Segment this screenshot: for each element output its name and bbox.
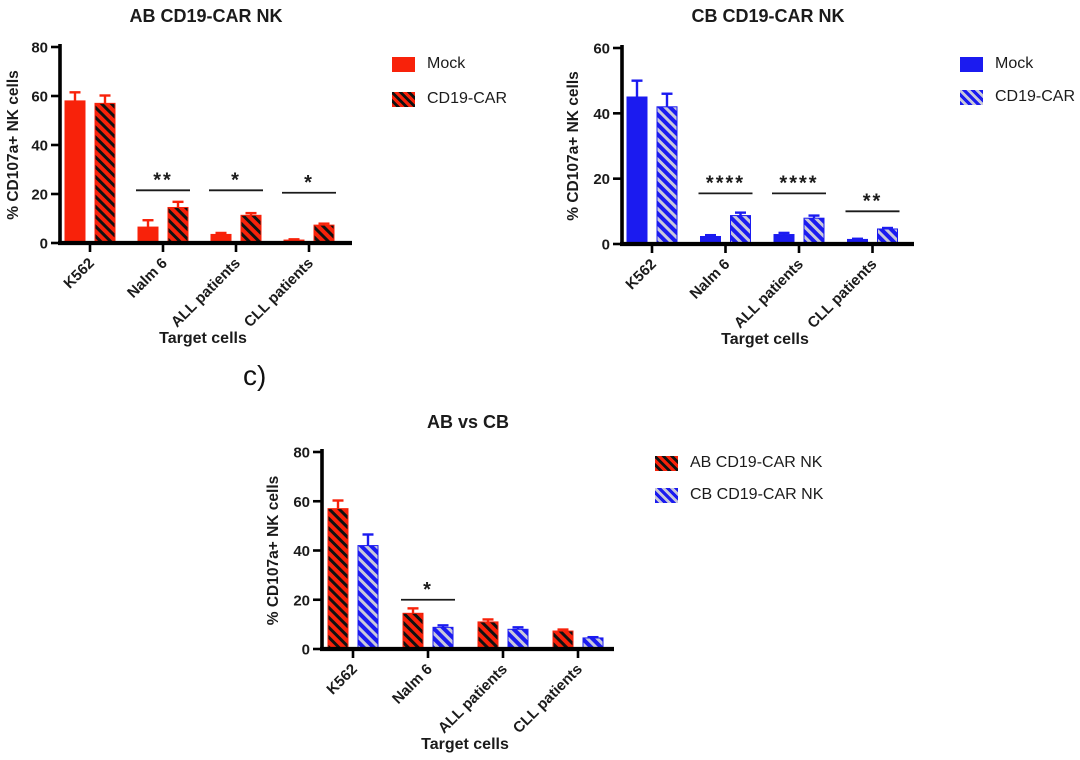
legend-item: CB CD19-CAR NK — [655, 486, 823, 504]
bar — [477, 621, 499, 651]
bar — [64, 100, 86, 245]
legend-label: CD19-CAR — [427, 90, 508, 107]
panel-label-c: c) — [243, 360, 267, 391]
bar — [94, 102, 116, 245]
y-tick-label: 0 — [40, 236, 48, 253]
bar — [167, 206, 189, 245]
sig-label: ** — [863, 190, 883, 212]
category-label: CLL patients — [510, 661, 586, 737]
sig-label: * — [304, 172, 314, 194]
chart-ab-legend: Mock CD19-CAR — [392, 55, 507, 125]
y-tick-label: 20 — [593, 171, 610, 188]
y-tick-label: 0 — [302, 642, 310, 659]
bar — [626, 96, 648, 246]
legend-swatch-hatched — [655, 487, 678, 503]
category-label: Nalm 6 — [687, 256, 734, 303]
y-tick-label: 40 — [593, 106, 610, 123]
bar — [730, 215, 751, 246]
category-label: Nalm 6 — [389, 661, 436, 708]
legend-item: CD19-CAR — [960, 88, 1075, 106]
chart-ab-vs-cb-title: AB vs CB — [426, 412, 510, 432]
category-label: CLL patients — [804, 256, 880, 332]
legend-swatch-solid — [392, 56, 415, 72]
bar — [656, 106, 678, 246]
category-label: CLL patients — [241, 255, 317, 331]
legend-label: CD19-CAR — [995, 88, 1076, 105]
y-tick-label: 60 — [293, 494, 310, 511]
legend-label: Mock — [995, 55, 1034, 72]
sig-label: **** — [779, 172, 818, 194]
y-tick-label: 20 — [293, 592, 310, 609]
sig-label: ** — [153, 169, 173, 191]
legend-label: AB CD19-CAR NK — [690, 454, 823, 471]
chart-ab-title: AB CD19-CAR NK — [129, 6, 283, 26]
legend-label: Mock — [427, 55, 466, 72]
bar — [432, 626, 454, 651]
sig-label: **** — [706, 172, 745, 194]
x-axis-title: Target cells — [159, 330, 247, 347]
y-tick-label: 40 — [293, 543, 310, 560]
chart-ab-block: AB CD19-CAR NK ** * * 0 20 40 60 80 K562 Nalm 6 AL… — [0, 0, 560, 375]
legend-swatch-hatched — [960, 89, 983, 105]
y-axis-title: % CD107a+ NK cells — [265, 476, 282, 625]
category-label: K562 — [622, 256, 659, 293]
bar — [327, 508, 349, 651]
bar — [240, 214, 262, 245]
y-tick-label: 0 — [602, 237, 610, 254]
category-label: K562 — [323, 661, 360, 698]
chart-ab-vs-cb-block: AB vs CB * 0 20 40 60 80 K562 Nalm 6 ALL patient… — [260, 408, 1060, 760]
chart-cb-legend: Mock CD19-CAR — [960, 55, 1075, 121]
x-axis-title: Target cells — [421, 736, 509, 753]
chart-cb-block: CB CD19-CAR NK **** **** ** 0 20 40 60 K562 Nalm… — [560, 0, 1080, 375]
legend-swatch-hatched — [655, 455, 678, 471]
category-label: Nalm 6 — [124, 255, 171, 302]
bar — [357, 545, 379, 651]
legend-item: CD19-CAR — [392, 90, 507, 108]
y-tick-label: 80 — [31, 40, 48, 57]
legend-item: Mock — [960, 55, 1075, 73]
category-label: K562 — [60, 255, 97, 292]
x-axis-title: Target cells — [721, 331, 809, 348]
legend-swatch-hatched — [392, 91, 415, 107]
bar — [507, 628, 529, 651]
sig-label: * — [423, 579, 433, 601]
sig-label: * — [231, 169, 241, 191]
y-tick-label: 60 — [593, 41, 610, 58]
chart-ab-vs-cb-legend: AB CD19-CAR NK CB CD19-CAR NK — [655, 454, 823, 518]
bar — [803, 217, 825, 246]
chart-cb-title: CB CD19-CAR NK — [691, 6, 845, 26]
y-tick-label: 40 — [31, 138, 48, 155]
legend-label: CB CD19-CAR NK — [690, 486, 824, 503]
category-label: ALL patients — [731, 256, 807, 332]
legend-swatch-solid — [960, 56, 983, 72]
y-axis-title: % CD107a+ NK cells — [5, 70, 22, 219]
legend-item: AB CD19-CAR NK — [655, 454, 823, 472]
legend-item: Mock — [392, 55, 507, 73]
category-label: ALL patients — [168, 255, 244, 331]
y-tick-label: 60 — [31, 89, 48, 106]
category-label: ALL patients — [435, 661, 511, 737]
bar — [402, 612, 424, 651]
y-tick-label: 20 — [31, 187, 48, 204]
y-axis-title: % CD107a+ NK cells — [565, 71, 582, 220]
y-tick-label: 80 — [293, 445, 310, 462]
